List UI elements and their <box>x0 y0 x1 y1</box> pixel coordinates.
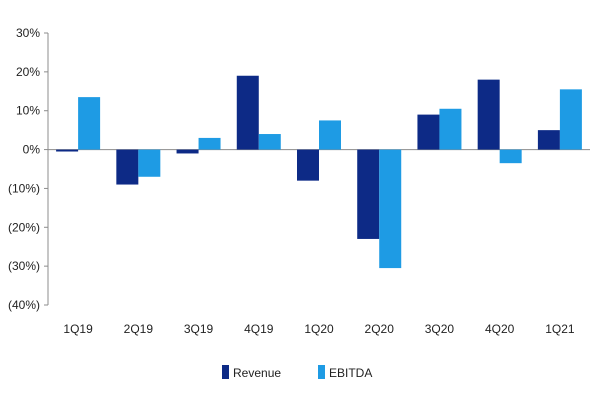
legend-swatch-revenue <box>222 365 229 379</box>
x-category-label: 2Q19 <box>124 322 154 336</box>
bar-ebitda-3q19 <box>198 137 221 150</box>
x-category-label: 3Q20 <box>425 322 455 336</box>
bar-ebitda-2q19 <box>138 149 161 177</box>
legend-swatch-ebitda <box>318 365 325 379</box>
bar-ebitda-2q20 <box>379 149 402 269</box>
y-tick-label: 0% <box>23 143 41 157</box>
bar-revenue-3q19 <box>176 149 199 154</box>
x-category-label: 1Q20 <box>304 322 334 336</box>
bar-ebitda-1q19 <box>78 97 101 150</box>
x-axis-labels: 1Q19 2Q19 3Q19 4Q19 1Q20 2Q20 3Q20 4Q20 1Q21 <box>63 322 574 336</box>
legend: Revenue EBITDA <box>222 365 372 380</box>
bar-revenue-1q20 <box>297 149 319 181</box>
legend-label-ebitda: EBITDA <box>329 366 372 380</box>
bar-ebitda-1q21 <box>559 89 582 150</box>
bar-revenue-4q19 <box>236 75 259 150</box>
y-tick-label: (30%) <box>8 259 40 273</box>
bar-ebitda-1q20 <box>319 120 341 150</box>
x-category-label: 2Q20 <box>365 322 395 336</box>
bar-revenue-3q20 <box>417 114 440 150</box>
x-category-label: 1Q19 <box>63 322 93 336</box>
bar-revenue-4q20 <box>477 79 500 150</box>
x-category-label: 1Q21 <box>545 322 575 336</box>
y-tick-label: (10%) <box>8 181 40 195</box>
x-category-label: 4Q20 <box>485 322 515 336</box>
bar-revenue-1q21 <box>537 130 560 150</box>
bar-revenue-2q20 <box>357 149 380 239</box>
x-category-label: 4Q19 <box>244 322 274 336</box>
y-tick-label: 10% <box>16 104 40 118</box>
legend-label-revenue: Revenue <box>233 366 281 380</box>
bar-revenue-1q19 <box>56 149 79 152</box>
y-tick-label: 30% <box>16 26 40 40</box>
bar-ebitda-3q20 <box>439 108 462 150</box>
y-tick-label: 20% <box>16 65 40 79</box>
bar-revenue-2q19 <box>116 149 139 185</box>
x-category-label: 3Q19 <box>184 322 214 336</box>
bar-ebitda-4q20 <box>499 149 522 164</box>
y-tick-label: (20%) <box>8 220 40 234</box>
bars <box>56 75 582 269</box>
y-tick-label: (40%) <box>8 298 40 312</box>
bar-ebitda-4q19 <box>258 134 281 150</box>
